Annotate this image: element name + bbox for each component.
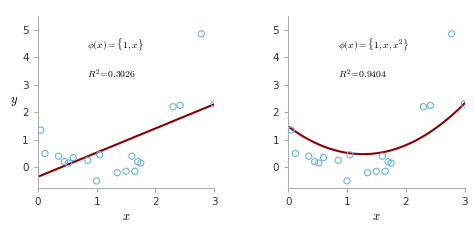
X-axis label: $x$: $x$ [372, 210, 381, 223]
Point [343, 179, 351, 183]
Text: $R^2\!=\!0.3026$: $R^2\!=\!0.3026$ [87, 68, 137, 81]
Text: $R^2\!=\!0.9404$: $R^2\!=\!0.9404$ [337, 68, 387, 81]
Point [448, 32, 456, 36]
Point [55, 154, 62, 158]
Point [384, 160, 392, 164]
X-axis label: $x$: $x$ [122, 210, 130, 223]
Point [198, 32, 205, 36]
Point [346, 153, 354, 157]
Point [61, 160, 68, 164]
Point [292, 152, 299, 155]
Point [84, 158, 91, 162]
Point [387, 161, 395, 165]
Point [96, 153, 103, 157]
Point [93, 179, 100, 183]
Point [305, 154, 312, 158]
Point [122, 169, 130, 173]
Point [210, 102, 218, 106]
Point [378, 154, 386, 158]
Point [319, 156, 327, 159]
Point [419, 105, 427, 109]
Point [461, 102, 468, 106]
Point [113, 171, 121, 174]
Point [315, 161, 323, 165]
Point [137, 161, 145, 165]
Point [311, 160, 319, 164]
Point [176, 104, 184, 107]
Point [373, 169, 380, 173]
Point [427, 104, 434, 107]
Point [128, 154, 136, 158]
Point [69, 156, 77, 159]
Point [334, 158, 342, 162]
Point [287, 128, 295, 132]
Point [169, 105, 177, 109]
Point [131, 169, 139, 173]
Y-axis label: $y$: $y$ [10, 95, 18, 108]
Text: $\phi(x) = \{1, x, x^2\}$: $\phi(x) = \{1, x, x^2\}$ [337, 37, 409, 53]
Point [382, 169, 389, 173]
Point [364, 171, 371, 174]
Point [134, 160, 142, 164]
Point [64, 161, 72, 165]
Point [41, 152, 49, 155]
Text: $\phi(x) = \{1, x\}$: $\phi(x) = \{1, x\}$ [87, 37, 144, 53]
Point [37, 128, 45, 132]
